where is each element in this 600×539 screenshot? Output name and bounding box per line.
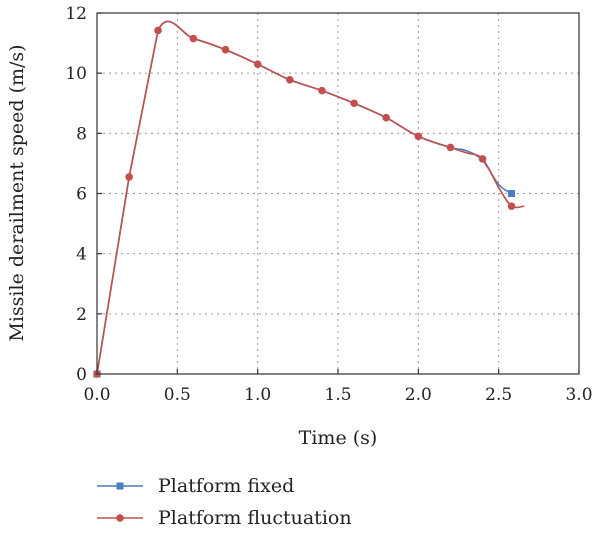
grid-lines xyxy=(96,12,580,375)
series-platform-fluctuation xyxy=(93,20,525,378)
data-point xyxy=(318,86,326,95)
data-point xyxy=(508,190,516,197)
legend: Platform fixed Platform fluctuation xyxy=(97,475,352,529)
data-point xyxy=(414,132,423,141)
data-point xyxy=(286,75,294,84)
legend-label: Platform fixed xyxy=(158,475,294,497)
data-point xyxy=(189,34,198,43)
y-tick-label: 8 xyxy=(76,124,87,144)
data-point xyxy=(154,26,162,35)
data-point xyxy=(221,45,230,54)
series-layer xyxy=(93,20,525,378)
x-tick-label: 1.0 xyxy=(244,385,271,405)
data-point xyxy=(350,99,358,108)
series-line xyxy=(96,20,525,375)
y-tick-label: 6 xyxy=(76,185,87,205)
legend-marker xyxy=(116,482,124,490)
x-tick-label: 3.0 xyxy=(565,385,592,405)
series-platform-fixed xyxy=(93,20,516,378)
y-tick-label: 12 xyxy=(65,4,87,24)
data-point xyxy=(507,202,516,210)
data-point xyxy=(253,60,262,68)
y-tick-label: 0 xyxy=(76,365,87,385)
data-point xyxy=(446,143,455,152)
x-tick-label: 2.5 xyxy=(485,385,512,405)
x-axis-title: Time (s) xyxy=(299,427,378,449)
tick-labels: 0.0 0.5 1.0 1.5 2.0 2.5 3.0 0 2 4 6 8 10 12 xyxy=(65,4,592,405)
legend-marker xyxy=(116,514,124,522)
data-point xyxy=(478,155,487,163)
x-tick-label: 0.5 xyxy=(164,385,191,405)
data-point xyxy=(382,113,391,122)
y-tick-label: 2 xyxy=(76,305,87,325)
y-tick-label: 10 xyxy=(65,64,87,84)
legend-label: Platform fluctuation xyxy=(158,507,352,529)
series-line xyxy=(96,20,512,375)
data-point xyxy=(125,173,133,181)
x-tick-label: 0.0 xyxy=(83,385,110,405)
x-tick-label: 1.5 xyxy=(324,385,351,405)
y-tick-label: 4 xyxy=(76,245,87,265)
x-tick-label: 2.0 xyxy=(405,385,432,405)
plot-frame xyxy=(96,12,580,375)
y-axis-title: Missile derailment speed (m/s) xyxy=(6,44,28,341)
